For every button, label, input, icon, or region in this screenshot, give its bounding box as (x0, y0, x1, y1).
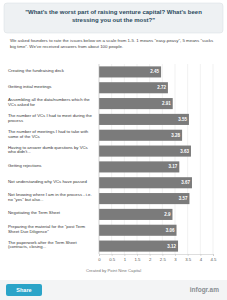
x-tick-label: 1.5 (135, 257, 142, 262)
bar (99, 66, 161, 77)
text-line: Not understanding why VCs have passed (8, 179, 87, 184)
subtitle: We asked founders to rate the issues bel… (10, 38, 214, 49)
x-tick: 4 (200, 254, 203, 262)
title: "What's the worst part of raising ventur… (25, 9, 202, 23)
data-label: 2.91 (162, 101, 171, 106)
footer-bar (0, 280, 227, 300)
credit: Created by Point Nine Capital (86, 268, 141, 273)
bar (99, 225, 177, 236)
bar (99, 241, 178, 252)
text-line: some of the VCs (8, 134, 40, 139)
x-tick-label: 2 (149, 257, 152, 262)
grid (99, 64, 213, 254)
title-box (4, 3, 223, 33)
x-tick: 3.5 (185, 254, 192, 262)
text-line: Creating the fundraising deck (8, 68, 65, 73)
text-line: (contracts, closing... (8, 244, 46, 249)
text-line: "What's the worst part of raising ventur… (25, 9, 202, 15)
text-line: We asked founders to rate the issues bel… (10, 38, 214, 43)
chart-root: "What's the worst part of raising ventur… (0, 0, 227, 300)
category-labels: Creating the fundraising deck Getting ini… (8, 68, 92, 250)
category-label: Negotiating the Term Sheet (8, 210, 61, 215)
share-label[interactable]: Share (16, 287, 31, 293)
text-line: Sheet Due Diligence" (8, 229, 49, 234)
data-label: 3.12 (167, 244, 176, 249)
x-tick-label: 0 (98, 257, 101, 262)
bar (99, 193, 189, 204)
x-tick: 4.5 (211, 254, 218, 262)
data-labels: 2.45 2.72 2.91 3.55 3.28 3.63 3.17 3.67 3.57 2.9 3… (150, 69, 190, 248)
x-tick-label: 3 (174, 257, 177, 262)
data-label: 3.57 (179, 196, 188, 201)
grid-line (187, 64, 188, 254)
x-tick-label: 2.5 (160, 257, 167, 262)
category-label: The paperwork after the Term Sheet(contr… (8, 240, 78, 250)
category-label: Creating the fundraising deck (8, 68, 65, 73)
x-axis: 0 0.5 1 1.5 2 2.5 3 3.5 4 4.5 (98, 254, 217, 262)
bar (99, 161, 179, 172)
text-line: Getting initial meetings (8, 84, 51, 89)
x-tick: 0.5 (109, 254, 116, 262)
text-line: process (8, 118, 23, 123)
category-label: The number of VCs I had to meet during t… (8, 113, 92, 123)
bar (99, 130, 182, 141)
brand-logo: infogr.am (190, 286, 219, 294)
category-label: Getting initial meetings (8, 84, 51, 89)
grid-line (200, 64, 201, 254)
grid-line (213, 64, 214, 254)
category-label: Not knowing where I am in the process - … (8, 192, 92, 202)
text-line: Getting rejections (8, 163, 41, 168)
text-line: VCs asked for (8, 102, 36, 107)
x-tick-label: 0.5 (109, 257, 116, 262)
text-line: Negotiating the Term Sheet (8, 210, 61, 215)
data-label: 3.06 (166, 228, 175, 233)
text-line: who didn't... (8, 149, 31, 154)
bar (99, 82, 168, 93)
category-label: Having to answer dumb questions by VCswh… (8, 145, 88, 155)
x-tick-label: 4.5 (211, 257, 218, 262)
bars (99, 66, 192, 251)
x-tick: 2 (149, 254, 152, 262)
data-label: 2.45 (150, 69, 159, 74)
data-label: 3.28 (171, 133, 180, 138)
data-label: 3.17 (169, 164, 178, 169)
bar (99, 114, 189, 125)
category-label: The number of meetings I had to take wit… (8, 129, 89, 139)
x-tick-label: 3.5 (185, 257, 192, 262)
category-label: Not understanding why VCs have passed (8, 179, 87, 184)
category-label: Preparing the material for the "post Ter… (8, 224, 86, 234)
x-tick: 1.5 (135, 254, 142, 262)
x-axis-line (100, 255, 214, 257)
share-button[interactable] (6, 284, 42, 296)
text-line: stressing you out the most?" (72, 17, 155, 23)
x-tick: 3 (174, 254, 177, 262)
category-label: Getting rejections (8, 163, 41, 168)
x-tick: 1 (124, 254, 127, 262)
bar (99, 177, 192, 188)
category-label: Assembling all the data/numbers which th… (8, 97, 90, 107)
x-tick: 2.5 (160, 254, 167, 262)
data-label: 3.55 (178, 117, 187, 122)
text-line: big time". We've received answers from a… (10, 44, 123, 49)
bar (99, 146, 191, 157)
x-tick-label: 1 (124, 257, 127, 262)
bar (99, 98, 173, 109)
x-tick: 0 (98, 254, 101, 262)
text-line: no "yes" but also... (8, 197, 44, 202)
data-label: 2.9 (164, 212, 171, 217)
x-tick-label: 4 (200, 257, 203, 262)
y-axis-line (99, 64, 100, 254)
data-label: 3.67 (181, 180, 190, 185)
bar (99, 209, 172, 220)
data-label: 2.72 (157, 85, 166, 90)
data-label: 3.63 (180, 149, 189, 154)
